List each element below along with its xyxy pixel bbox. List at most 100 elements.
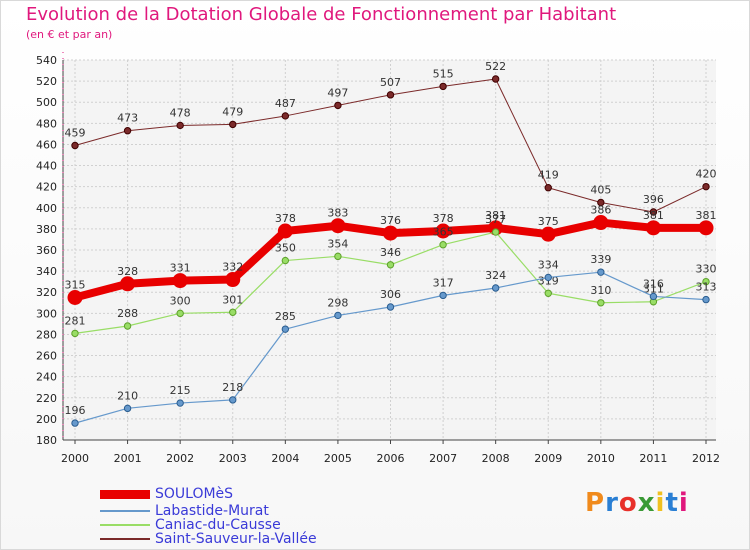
- data-label: 298: [327, 296, 348, 309]
- data-label: 478: [170, 106, 191, 119]
- data-point: [597, 268, 605, 276]
- data-point: [597, 299, 605, 307]
- legend-swatch: [100, 524, 150, 526]
- data-label: 405: [590, 184, 611, 197]
- data-point: [67, 290, 83, 305]
- data-point: [491, 75, 500, 83]
- y-tick-label: 480: [36, 117, 57, 130]
- data-label: 218: [222, 381, 243, 394]
- data-point: [225, 272, 241, 288]
- data-point: [229, 308, 237, 316]
- y-tick-label: 500: [36, 96, 57, 109]
- data-point: [544, 289, 552, 297]
- data-label: 473: [117, 112, 138, 125]
- data-point: [330, 218, 346, 234]
- data-label: 381: [643, 209, 664, 222]
- legend-swatch: [100, 538, 150, 540]
- data-point: [702, 277, 710, 286]
- data-point: [597, 198, 605, 207]
- data-label: 378: [275, 212, 296, 225]
- x-tick-label: 2012: [692, 452, 720, 465]
- y-tick-label: 520: [36, 75, 57, 88]
- data-label: 420: [696, 168, 717, 181]
- brand-letter: r: [605, 488, 619, 518]
- data-point: [176, 309, 184, 318]
- legend-label: Caniac-du-Causse: [155, 517, 281, 533]
- data-label: 288: [117, 307, 138, 320]
- data-point: [334, 311, 342, 320]
- chart-subtitle: (en € et par an): [26, 28, 113, 41]
- x-tick-label: 2000: [61, 452, 89, 465]
- y-tick-label: 280: [36, 328, 57, 341]
- data-label: 324: [485, 269, 506, 282]
- brand-logo: Proxiti: [585, 488, 689, 518]
- data-point: [123, 322, 132, 330]
- y-tick-label: 360: [36, 244, 57, 257]
- y-tick-label: 320: [36, 286, 57, 299]
- data-point: [176, 399, 184, 407]
- data-point: [702, 182, 710, 191]
- data-point: [71, 329, 79, 338]
- data-point: [491, 284, 500, 292]
- x-tick-label: 2002: [166, 452, 194, 465]
- data-label: 300: [170, 294, 191, 307]
- legend-label: SOULOMèS: [155, 486, 234, 502]
- data-label: 301: [222, 293, 243, 306]
- legend-swatch: [100, 489, 150, 499]
- y-tick-label: 200: [36, 413, 57, 426]
- data-label: 365: [433, 226, 454, 239]
- data-point: [334, 101, 342, 110]
- y-tick-label: 420: [36, 181, 57, 194]
- data-label: 378: [433, 212, 454, 225]
- data-point: [702, 295, 710, 304]
- data-label: 346: [380, 246, 401, 259]
- data-label: 396: [643, 193, 664, 206]
- data-label: 419: [538, 169, 559, 182]
- data-label: 285: [275, 310, 296, 323]
- x-tick-label: 2007: [429, 452, 457, 465]
- data-label: 281: [65, 314, 86, 327]
- brand-letter: t: [665, 488, 679, 518]
- data-point: [698, 220, 714, 236]
- y-tick-label: 400: [36, 202, 57, 215]
- data-label: 196: [65, 404, 86, 417]
- data-label: 375: [538, 215, 559, 228]
- data-point: [334, 252, 342, 261]
- data-label: 522: [485, 60, 506, 73]
- data-point: [229, 120, 237, 129]
- chart-title: Evolution de la Dotation Globale de Fonc…: [26, 4, 617, 25]
- data-label: 381: [696, 209, 717, 222]
- data-label: 354: [327, 237, 348, 250]
- data-point: [386, 261, 395, 269]
- legend-item: Labastide-Murat: [100, 504, 269, 518]
- data-label: 479: [222, 105, 243, 118]
- data-point: [71, 141, 79, 150]
- data-label: 330: [696, 263, 717, 276]
- data-point: [123, 404, 132, 413]
- data-label: 497: [327, 86, 348, 99]
- x-tick-label: 2005: [324, 452, 352, 465]
- data-point: [540, 226, 556, 242]
- data-label: 311: [643, 283, 664, 296]
- data-label: 313: [696, 281, 717, 294]
- x-tick-label: 2011: [639, 452, 667, 465]
- data-label: 507: [380, 76, 401, 89]
- legend-item: Caniac-du-Causse: [100, 518, 281, 532]
- data-label: 317: [433, 276, 454, 289]
- data-label: 487: [275, 97, 296, 110]
- legend-label: Saint-Sauveur-la-Vallée: [155, 531, 317, 547]
- brand-letter: x: [637, 488, 656, 518]
- data-label: 315: [65, 279, 86, 292]
- data-point: [229, 396, 237, 404]
- y-tick-label: 460: [36, 138, 57, 151]
- data-label: 332: [222, 261, 243, 274]
- data-point: [491, 228, 500, 236]
- x-tick-label: 2001: [114, 452, 142, 465]
- data-point: [649, 292, 658, 301]
- data-label: 376: [380, 214, 401, 227]
- data-label: 316: [643, 277, 664, 290]
- y-tick-label: 260: [36, 350, 57, 363]
- y-tick-label: 380: [36, 223, 57, 236]
- data-point: [439, 82, 447, 91]
